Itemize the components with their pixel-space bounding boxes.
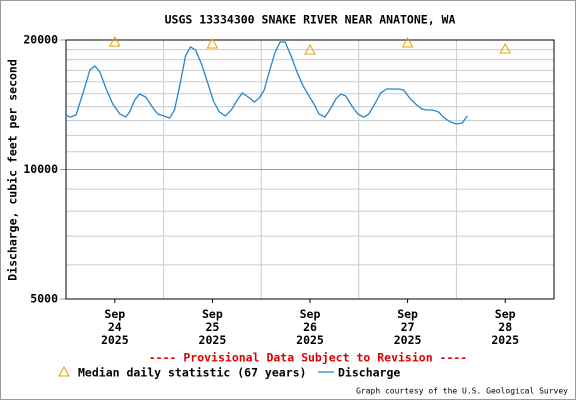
y-tick-label: 20000 [23, 33, 58, 47]
legend-marker [58, 365, 70, 377]
y-tick-label: 5000 [30, 292, 58, 306]
x-tick-label: Sep 25 2025 [199, 307, 227, 347]
x-tick-label: Sep 27 2025 [394, 307, 422, 347]
credit: Graph courtesy of the U.S. Geological Su… [356, 387, 568, 396]
discharge-line [65, 41, 468, 125]
legend-label: Discharge [338, 366, 400, 380]
median-marker [499, 42, 512, 54]
median-marker [401, 36, 414, 48]
chart-title: USGS 13334300 SNAKE RIVER NEAR ANATONE, … [165, 13, 456, 27]
x-tick-label: Sep 26 2025 [296, 307, 324, 347]
provisional-notice: ---- Provisional Data Subject to Revisio… [149, 351, 468, 365]
median-marker [304, 43, 316, 55]
legend-label: Median daily statistic (67 years) [78, 366, 306, 380]
median-marker [206, 37, 219, 49]
x-tick-label: Sep 28 2025 [491, 307, 519, 347]
median-marker [108, 36, 121, 47]
plot-frame [65, 39, 555, 300]
y-tick-label: 10000 [23, 162, 58, 176]
y-axis-label: Discharge, cubic feet per second [6, 59, 20, 281]
x-tick-label: Sep 24 2025 [101, 307, 129, 347]
